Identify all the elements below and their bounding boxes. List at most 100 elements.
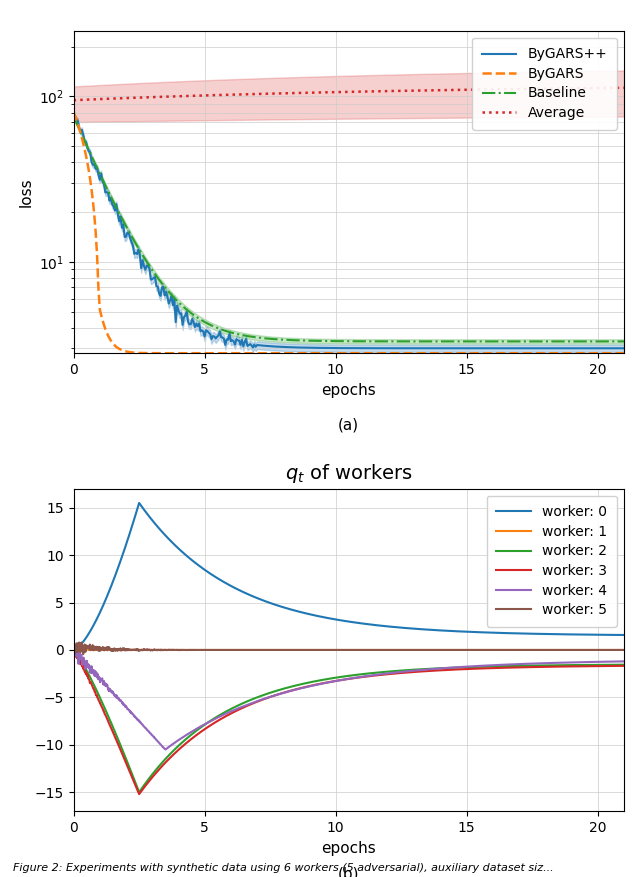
- worker: 0: (2.5, 15.5): 0: (2.5, 15.5): [135, 497, 143, 508]
- worker: 4: (20.4, -1.23): 4: (20.4, -1.23): [604, 656, 612, 667]
- worker: 3: (2.5, -15.2): 3: (2.5, -15.2): [135, 789, 143, 800]
- Line: worker: 4: worker: 4: [74, 643, 624, 750]
- worker: 2: (9.66, -3.07): 2: (9.66, -3.07): [323, 674, 331, 684]
- Average: [249, 89, 257, 99]
- worker: 4: (3.5, -10.5): 4: (3.5, -10.5): [161, 745, 169, 755]
- worker: 5: (1.09, 0.0505): 5: (1.09, 0.0505): [99, 645, 106, 655]
- worker: 2: (0, -0): 2: (0, -0): [70, 645, 77, 655]
- ByGARS++: [249, 342, 257, 353]
- ByGARS++: [416, 343, 424, 353]
- Line: ByGARS++: ByGARS++: [74, 113, 624, 348]
- ByGARS: [136, 347, 143, 358]
- worker: 0: (21, 1.58): 0: (21, 1.58): [620, 630, 628, 640]
- worker: 1: (1.09, 0.0471): 1: (1.09, 0.0471): [99, 645, 106, 655]
- worker: 4: (10.2, -3.16): 4: (10.2, -3.16): [338, 674, 346, 685]
- worker: 1: (10.2, 1.1e-08): 1: (10.2, 1.1e-08): [338, 645, 346, 655]
- worker: 0: (1.07, 4.35): 0: (1.07, 4.35): [98, 603, 106, 614]
- Average: [288, 88, 296, 98]
- Line: worker: 0: worker: 0: [74, 503, 624, 650]
- ByGARS: [471, 348, 479, 359]
- worker: 5: (21, 4.54e-14): 5: (21, 4.54e-14): [620, 645, 628, 655]
- worker: 2: (20.4, -1.56): 2: (20.4, -1.56): [604, 660, 612, 670]
- Average: [620, 82, 628, 93]
- worker: 3: (1.08, -6.04): 3: (1.08, -6.04): [98, 702, 106, 712]
- Average: [136, 92, 143, 103]
- ByGARS: [249, 348, 257, 359]
- worker: 5: (10.2, 1e-06): 5: (10.2, 1e-06): [338, 645, 346, 655]
- Baseline: [136, 246, 143, 256]
- Average: [416, 85, 424, 96]
- ByGARS: [70, 106, 77, 117]
- worker: 2: (16.5, -1.7): 2: (16.5, -1.7): [504, 661, 511, 672]
- worker: 3: (9.68, -3.42): 3: (9.68, -3.42): [323, 677, 331, 688]
- Line: worker: 2: worker: 2: [74, 650, 624, 792]
- Y-axis label: loss: loss: [19, 177, 33, 207]
- worker: 0: (20.4, 1.59): 0: (20.4, 1.59): [604, 630, 612, 640]
- worker: 0: (0, 0): 0: (0, 0): [70, 645, 77, 655]
- worker: 5: (16.6, -4.36e-11): 5: (16.6, -4.36e-11): [504, 645, 511, 655]
- ByGARS++: [288, 342, 296, 353]
- ByGARS++: [470, 343, 477, 353]
- Legend: worker: 0, worker: 1, worker: 2, worker: 3, worker: 4, worker: 5: worker: 0, worker: 1, worker: 2, worker:…: [486, 496, 617, 627]
- Baseline: [70, 111, 77, 122]
- worker: 5: (0, -0.39): 5: (0, -0.39): [70, 648, 77, 659]
- ByGARS++: [620, 343, 628, 353]
- worker: 4: (0, 0.208): 4: (0, 0.208): [70, 643, 77, 653]
- Baseline: [288, 335, 296, 346]
- worker: 0: (16.5, 1.77): 0: (16.5, 1.77): [504, 628, 511, 638]
- worker: 4: (20.4, -1.23): 4: (20.4, -1.23): [605, 656, 612, 667]
- worker: 5: (20.4, -1.76e-14): 5: (20.4, -1.76e-14): [605, 645, 612, 655]
- ByGARS: [373, 348, 381, 359]
- Baseline: [620, 336, 628, 346]
- Baseline: [416, 336, 424, 346]
- worker: 4: (0.116, 0.708): 4: (0.116, 0.708): [73, 638, 81, 648]
- ByGARS: [288, 348, 296, 359]
- worker: 3: (21, -1.68): 3: (21, -1.68): [620, 660, 628, 671]
- Average: [70, 95, 77, 105]
- worker: 1: (20.4, 3.28e-15): 1: (20.4, 3.28e-15): [605, 645, 612, 655]
- Average: [470, 84, 477, 95]
- X-axis label: epochs: epochs: [321, 840, 376, 855]
- worker: 3: (0, -0.0151): 3: (0, -0.0151): [70, 645, 77, 655]
- worker: 3: (10.2, -3.16): 3: (10.2, -3.16): [338, 674, 346, 685]
- Legend: ByGARS++, ByGARS, Baseline, Average: ByGARS++, ByGARS, Baseline, Average: [472, 38, 617, 130]
- worker: 2: (1.07, -5.43): 2: (1.07, -5.43): [98, 696, 106, 707]
- worker: 4: (1.08, -3.05): 4: (1.08, -3.05): [98, 674, 106, 684]
- ByGARS: [620, 348, 628, 359]
- Baseline: [249, 332, 257, 342]
- ByGARS++: [136, 250, 143, 260]
- worker: 2: (10.2, -2.83): 2: (10.2, -2.83): [338, 672, 346, 682]
- worker: 0: (9.66, 3.38): 0: (9.66, 3.38): [323, 613, 331, 624]
- Line: ByGARS: ByGARS: [74, 111, 624, 353]
- Baseline: [467, 336, 475, 346]
- Text: (a): (a): [338, 417, 360, 432]
- worker: 3: (16.6, -1.87): 3: (16.6, -1.87): [504, 662, 511, 673]
- worker: 0: (20.4, 1.59): 0: (20.4, 1.59): [604, 630, 612, 640]
- worker: 1: (9.68, 1.41e-07): 1: (9.68, 1.41e-07): [323, 645, 331, 655]
- worker: 1: (0.0735, -0.189): 1: (0.0735, -0.189): [72, 646, 79, 657]
- Line: Baseline: Baseline: [74, 117, 624, 341]
- worker: 5: (0.0105, -0.444): 5: (0.0105, -0.444): [70, 649, 77, 660]
- worker: 1: (0, 0.254): 1: (0, 0.254): [70, 642, 77, 652]
- worker: 2: (21, -1.55): 2: (21, -1.55): [620, 660, 628, 670]
- Text: Figure 2: Experiments with synthetic data using 6 workers (5 adversarial), auxil: Figure 2: Experiments with synthetic dat…: [13, 863, 554, 873]
- worker: 1: (0.242, 0.305): 1: (0.242, 0.305): [76, 642, 84, 652]
- worker: 2: (2.5, -15): 2: (2.5, -15): [135, 787, 143, 797]
- worker: 1: (21, -6.59e-16): 1: (21, -6.59e-16): [620, 645, 628, 655]
- worker: 3: (20.4, -1.69): 3: (20.4, -1.69): [604, 660, 612, 671]
- worker: 0: (10.2, 3.11): 0: (10.2, 3.11): [338, 615, 346, 625]
- ByGARS: [468, 348, 476, 359]
- Text: (b): (b): [338, 866, 360, 877]
- worker: 1: (20.4, -7.31e-15): 1: (20.4, -7.31e-15): [604, 645, 612, 655]
- worker: 2: (20.4, -1.56): 2: (20.4, -1.56): [604, 660, 612, 670]
- worker: 4: (9.68, -3.44): 4: (9.68, -3.44): [323, 677, 331, 688]
- Line: worker: 5: worker: 5: [74, 643, 624, 654]
- Line: worker: 3: worker: 3: [74, 649, 624, 795]
- worker: 3: (20.4, -1.69): 3: (20.4, -1.69): [605, 660, 612, 671]
- worker: 1: (16.6, 7.82e-13): 1: (16.6, 7.82e-13): [504, 645, 511, 655]
- worker: 5: (0.305, 0.784): 5: (0.305, 0.784): [77, 638, 85, 648]
- Title: $q_t$ of workers: $q_t$ of workers: [285, 462, 413, 485]
- worker: 3: (0.0105, 0.0627): 3: (0.0105, 0.0627): [70, 644, 77, 654]
- Average: [467, 84, 475, 95]
- worker: 5: (9.68, -1.35e-06): 5: (9.68, -1.35e-06): [323, 645, 331, 655]
